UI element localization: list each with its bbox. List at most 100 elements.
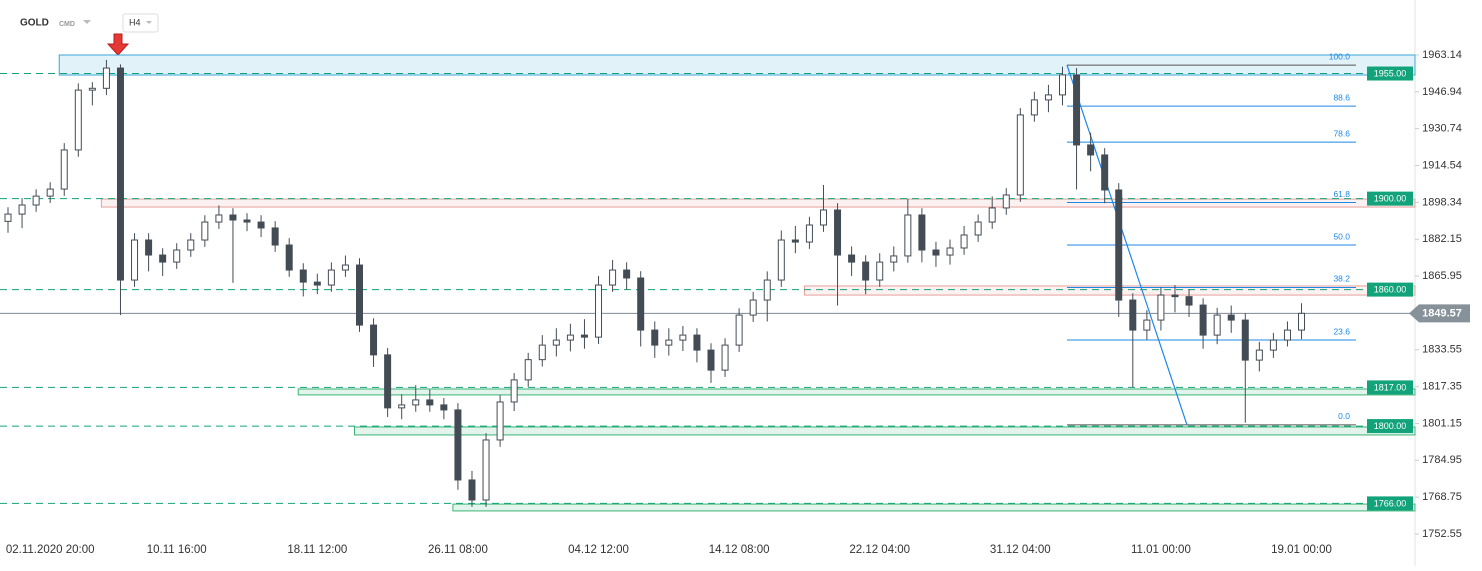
candle-body <box>791 239 799 243</box>
candle-body <box>1213 314 1221 336</box>
y-tick-label: 1930.74 <box>1422 123 1462 135</box>
x-tick-label: 22.12 04:00 <box>849 544 910 556</box>
y-tick-label: 1801.15 <box>1422 417 1462 429</box>
level-label: 1817.00 <box>1374 382 1407 392</box>
candle-body <box>1002 194 1010 209</box>
fib-label: 100.0 <box>1329 51 1351 61</box>
source: CMD <box>59 21 75 28</box>
level-label: 1766.00 <box>1374 498 1407 508</box>
candle-body <box>88 87 96 91</box>
x-tick-label: 11.01 00:00 <box>1131 544 1191 556</box>
candle-body <box>440 404 448 411</box>
timeframe: H4 <box>129 17 141 27</box>
timeframe-select[interactable] <box>122 13 159 33</box>
fib-label: 88.6 <box>1333 92 1350 102</box>
y-tick-label: 1898.34 <box>1422 196 1462 208</box>
candle-body <box>904 214 912 257</box>
fib-label: 50.0 <box>1333 231 1350 241</box>
candle-body <box>974 221 982 236</box>
candle-body <box>229 214 237 221</box>
last-price-badge <box>1409 304 1470 323</box>
candle-body <box>538 344 546 361</box>
candle-body <box>1269 339 1277 351</box>
level-badge <box>1367 496 1413 511</box>
candle-body <box>960 234 968 249</box>
y-tick-label: 1833.55 <box>1422 344 1462 356</box>
candle-body <box>32 195 40 206</box>
level-label: 1900.00 <box>1374 193 1407 203</box>
candle-body <box>1157 294 1165 321</box>
candle-body <box>1227 314 1235 321</box>
candle-body <box>552 339 560 346</box>
candle-body <box>1016 114 1024 196</box>
candle-body <box>1044 94 1052 101</box>
zone <box>297 388 1416 396</box>
candle-body <box>1143 319 1151 331</box>
candle-body <box>46 188 54 197</box>
timeframe-arrow <box>146 21 152 24</box>
source-dropdown[interactable] <box>83 20 91 24</box>
candle-body <box>313 281 321 286</box>
candle-body <box>862 261 870 281</box>
y-tick-label: 1882.15 <box>1422 233 1462 245</box>
y-tick-label: 1963.14 <box>1422 49 1462 61</box>
candle-body <box>763 279 771 301</box>
candle-body <box>819 209 827 226</box>
fib-label: 38.2 <box>1333 274 1350 284</box>
candle-body <box>327 269 335 286</box>
x-tick-label: 04.12 12:00 <box>568 544 629 556</box>
y-tick-label: 1784.95 <box>1422 454 1462 466</box>
candle-body <box>1283 329 1291 341</box>
candle-body <box>257 221 265 229</box>
level-label: 1860.00 <box>1374 284 1407 294</box>
candle-body <box>777 239 785 281</box>
candle-body <box>18 204 26 215</box>
level-badge <box>1367 282 1413 297</box>
candle-body <box>398 404 406 409</box>
candle-body <box>693 334 701 351</box>
candle-body <box>1171 294 1179 298</box>
candle-body <box>510 379 518 403</box>
candle-body <box>243 219 251 223</box>
candle-body <box>946 247 954 256</box>
candle-body <box>1059 74 1066 96</box>
zone <box>354 426 1416 436</box>
x-tick-label: 14.12 08:00 <box>709 544 770 556</box>
candle-body <box>356 264 363 326</box>
fib-label: 78.6 <box>1333 128 1350 138</box>
fib-label: 0.0 <box>1338 411 1350 421</box>
zone <box>803 285 1416 296</box>
candle-body <box>412 399 420 406</box>
candle-body <box>131 239 139 281</box>
candle-body <box>932 249 940 256</box>
candle-body <box>426 399 434 406</box>
candle-body <box>580 334 588 338</box>
level-badge <box>1367 380 1413 395</box>
candle-body <box>595 284 603 338</box>
candle-body <box>876 261 884 281</box>
level-label: 1800.00 <box>1374 421 1407 431</box>
fib-trend <box>1066 64 1188 426</box>
candle-body <box>173 249 181 263</box>
candle-body <box>74 89 82 151</box>
candle-body <box>299 269 307 283</box>
candle-body <box>707 349 715 371</box>
candle-body <box>805 224 813 243</box>
candle-body <box>735 314 743 346</box>
level-badge <box>1367 191 1413 206</box>
candle-body <box>848 254 856 263</box>
candle-body <box>201 221 209 241</box>
candle-body <box>988 207 996 223</box>
y-tick-label: 1817.35 <box>1422 381 1462 393</box>
candle-body <box>102 67 110 89</box>
x-tick-label: 26.11 08:00 <box>428 544 488 556</box>
symbol: GOLD <box>20 18 49 29</box>
candle-body <box>890 255 898 263</box>
candle-body <box>341 264 349 271</box>
fib-label: 23.6 <box>1333 326 1350 336</box>
candle-body <box>1087 144 1095 156</box>
y-tick-label: 1768.75 <box>1422 491 1462 503</box>
candle-body <box>4 213 12 222</box>
level-badge <box>1367 66 1413 81</box>
x-tick-label: 19.01 00:00 <box>1271 544 1332 556</box>
